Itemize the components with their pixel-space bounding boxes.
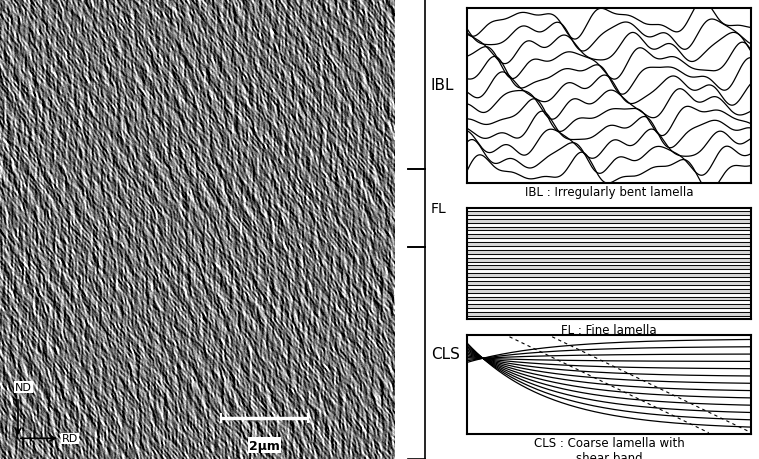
Text: IBL : Irregularly bent lamella: IBL : Irregularly bent lamella xyxy=(524,186,694,199)
Text: FL: FL xyxy=(431,202,446,216)
Text: IBL: IBL xyxy=(431,78,455,92)
Text: 2μm: 2μm xyxy=(249,439,280,452)
Text: CLS : Coarse lamella with
shear band: CLS : Coarse lamella with shear band xyxy=(534,436,685,459)
Text: RD: RD xyxy=(62,433,78,443)
Text: CLS: CLS xyxy=(431,346,460,361)
Text: FL : Fine lamella: FL : Fine lamella xyxy=(562,324,657,336)
Text: ND: ND xyxy=(15,382,32,392)
